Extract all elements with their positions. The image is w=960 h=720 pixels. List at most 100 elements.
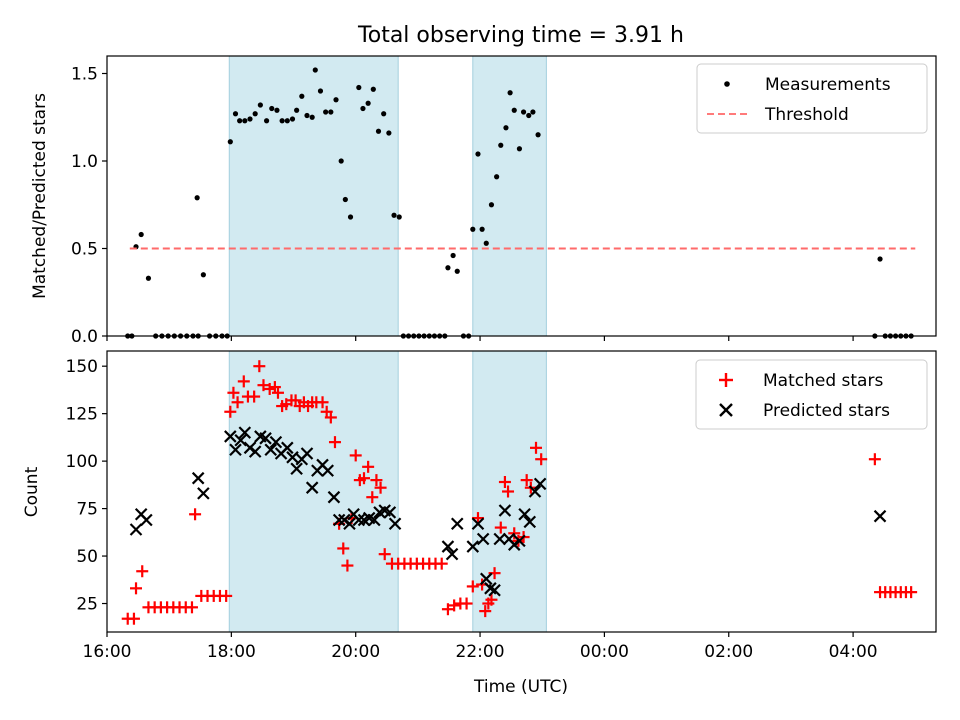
- predicted-stars-point: [388, 517, 402, 531]
- matched-stars-point: [435, 557, 448, 570]
- measurement-point: [386, 130, 392, 136]
- measurement-point: [479, 226, 485, 232]
- matched-stars-point: [535, 453, 548, 466]
- bottom-legend-box: [695, 359, 928, 430]
- predicted-stars-point: [321, 464, 334, 477]
- predicted-stars-point: [441, 540, 455, 553]
- predicted-stars-point: [479, 572, 493, 586]
- measurement-point: [877, 256, 883, 262]
- top-shaded-intervals: [228, 55, 547, 337]
- measurement-point: [294, 107, 300, 113]
- x-tick-label: 00:00: [580, 642, 629, 662]
- predicted-stars-point: [513, 534, 526, 548]
- predicted-stars-point: [476, 532, 490, 546]
- measurement-point: [454, 268, 460, 274]
- matched-stars-point: [471, 512, 484, 525]
- measurement-point: [263, 118, 270, 124]
- measurement-point: [450, 252, 456, 259]
- matched-stars-point: [337, 542, 350, 555]
- x-tick-label: 22:00: [456, 642, 505, 662]
- y-tick-label: 125: [66, 405, 98, 425]
- y-tick-label: 0.5: [71, 240, 98, 260]
- matched-stars-point: [479, 605, 492, 618]
- predicted-stars-point: [343, 517, 356, 531]
- matched-stars-point: [220, 589, 233, 602]
- predicted-stars-point: [290, 462, 303, 475]
- predicted-stars-point: [259, 432, 272, 445]
- legend-predicted-label: Predicted stars: [763, 401, 890, 421]
- predicted-stars-point: [498, 504, 512, 517]
- measurement-point: [365, 100, 371, 106]
- measurement-point: [289, 116, 296, 122]
- matched-stars-point: [237, 375, 250, 388]
- y-tick-label: 150: [66, 357, 98, 377]
- measurement-point: [375, 128, 382, 134]
- x-tick-label: 04:00: [829, 642, 878, 662]
- measurement-point: [370, 86, 376, 92]
- predicted-stars-point: [528, 485, 542, 498]
- matched-stars-point: [224, 405, 237, 418]
- measurement-point: [227, 139, 233, 145]
- matched-stars-point: [494, 521, 507, 534]
- measurement-point: [328, 109, 334, 115]
- measurement-point: [145, 275, 152, 281]
- x-tick-label: 20:00: [331, 642, 380, 662]
- measurement-point: [347, 214, 354, 220]
- legend-measurements-marker: [724, 81, 730, 87]
- matched-stars-point: [530, 441, 543, 454]
- measurement-point: [511, 107, 517, 113]
- measurement-point: [516, 146, 523, 152]
- matched-stars-point: [868, 453, 881, 466]
- measurement-point: [360, 105, 366, 112]
- predicted-stars-point: [450, 517, 464, 531]
- measurement-point: [279, 118, 285, 124]
- matched-stars-point: [378, 548, 391, 561]
- measurement-point: [237, 118, 243, 124]
- measurement-point: [333, 97, 339, 103]
- measurement-point: [520, 109, 527, 115]
- measurement-point: [323, 109, 329, 115]
- measurement-point: [356, 84, 362, 91]
- matched-stars-point: [520, 474, 533, 487]
- matched-stars-point: [370, 474, 383, 487]
- predicted-stars-point: [445, 547, 459, 561]
- measurement-point: [200, 272, 206, 278]
- measurement-point: [503, 125, 509, 131]
- measurement-point: [535, 132, 541, 138]
- measurement-point: [526, 112, 532, 119]
- matched-stars-point: [485, 593, 498, 606]
- matched-stars-point: [263, 382, 276, 395]
- matched-stars-point: [460, 597, 473, 610]
- matched-stars-point: [357, 472, 370, 485]
- matched-stars-point: [185, 601, 198, 614]
- measurement-point: [194, 195, 200, 201]
- measurement-point: [299, 93, 305, 99]
- matched-stars-point: [257, 379, 270, 392]
- bottom-plot-frame: [106, 350, 937, 633]
- predicted-stars-point: [238, 426, 252, 439]
- legend-threshold-label: Threshold: [764, 105, 849, 125]
- top-chart-title: Total observing time = 3.91 h: [357, 23, 684, 48]
- measurement-point: [247, 116, 253, 122]
- measurement-point: [494, 174, 500, 180]
- y-tick-label: 100: [66, 452, 98, 472]
- matched-stars-point: [248, 390, 261, 403]
- matched-stars-point: [362, 460, 375, 473]
- top-y-axis: 0.0 0.5 1.0 1.5: [71, 65, 107, 347]
- predicted-stars-point: [300, 447, 314, 460]
- predicted-stars-point: [264, 443, 278, 457]
- measurement-point: [269, 105, 275, 112]
- measurement-point: [445, 265, 451, 271]
- legend-matched-marker: [719, 373, 733, 387]
- matched-stars-point: [316, 396, 329, 409]
- measurement-point: [317, 88, 324, 94]
- predicted-stars-point: [332, 513, 346, 527]
- measurement-point: [274, 107, 280, 113]
- predicted-stars-point: [368, 513, 381, 527]
- predicted-stars-point: [286, 451, 299, 464]
- y-tick-label: 1.0: [71, 152, 98, 172]
- x-tick-label: 02:00: [704, 642, 753, 662]
- predicted-stars-point: [129, 523, 143, 536]
- matched-stars-point: [324, 411, 337, 424]
